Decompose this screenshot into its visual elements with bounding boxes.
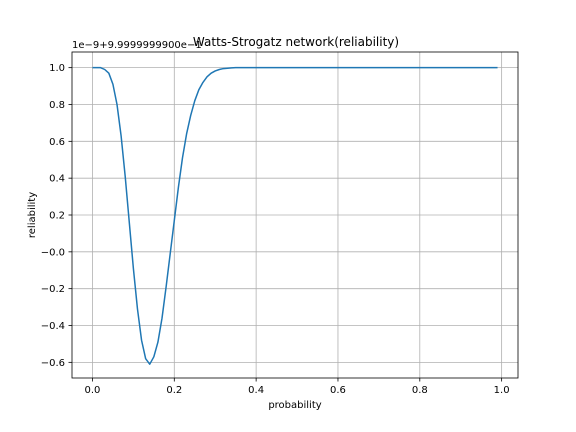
series-line xyxy=(92,68,497,365)
ticks: 0.0 0.2 0.4 0.6 0.8 1.0 −0.6 −0.4 −0.2 −0.0 0.2 0.4… xyxy=(41,63,510,396)
x-tick-label: 0.2 xyxy=(166,385,182,396)
x-tick-label: 0.6 xyxy=(330,385,346,396)
y-axis-label: reliability xyxy=(27,192,38,238)
x-tick-label: 0.8 xyxy=(412,385,428,396)
y-tick-label: 1.0 xyxy=(49,63,65,74)
x-tick-label: 0.4 xyxy=(248,385,264,396)
y-tick-label: 0.2 xyxy=(49,211,65,222)
series-layer xyxy=(92,68,497,365)
y-tick-label: 0.6 xyxy=(49,137,65,148)
y-axis-offset-text: 1e−9+9.9999999900e−1 xyxy=(72,40,202,51)
y-tick-label: −0.2 xyxy=(41,284,65,295)
y-tick-label: 0.4 xyxy=(49,174,65,185)
grid xyxy=(72,52,518,378)
x-tick-label: 1.0 xyxy=(494,385,510,396)
y-tick-label: −0.0 xyxy=(41,247,65,258)
x-tick-label: 0.0 xyxy=(85,385,101,396)
y-tick-label: −0.4 xyxy=(41,321,65,332)
x-axis-label: probability xyxy=(268,400,321,411)
y-tick-label: −0.6 xyxy=(41,358,65,369)
chart-title: Watts-Strogatz network(reliability) xyxy=(193,35,399,49)
y-tick-label: 0.8 xyxy=(49,100,65,111)
